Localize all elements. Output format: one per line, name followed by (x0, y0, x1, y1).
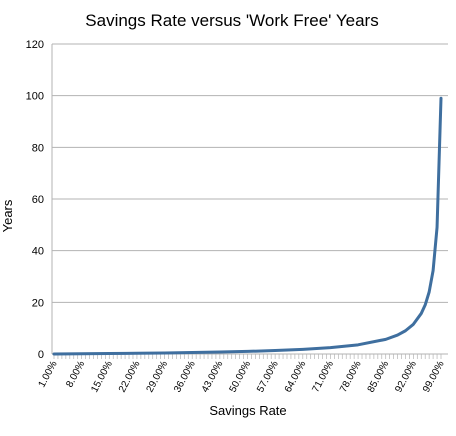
x-tick-label: 15.00% (89, 359, 115, 394)
x-tick-label: 78.00% (338, 359, 364, 394)
y-tick-label: 100 (26, 91, 44, 103)
x-axis: 1.00% 8.00% 15.00% 22.00% 29.00% 36.00% 43.00%… (37, 354, 447, 394)
x-tick-label: 57.00% (255, 359, 281, 394)
x-tick-label: 1.00% (37, 359, 60, 389)
y-axis: 0 20 40 60 80 100 120 (26, 39, 53, 361)
x-tick-label: 64.00% (283, 359, 309, 394)
x-tick-label: 92.00% (393, 359, 419, 394)
series-group (52, 96, 443, 356)
x-tick-label: 29.00% (145, 359, 171, 394)
series-line (52, 96, 443, 356)
y-tick-label: 60 (32, 194, 44, 206)
y-tick-label: 20 (32, 297, 44, 309)
y-axis-label: Years (0, 199, 15, 232)
y-tick-label: 80 (32, 142, 44, 154)
gridlines (52, 43, 448, 355)
x-tick-label: 50.00% (228, 359, 254, 394)
x-tick-label: 36.00% (172, 359, 198, 394)
chart-title: Savings Rate versus 'Work Free' Years (85, 11, 378, 30)
y-tick-label: 40 (32, 246, 44, 258)
x-tick-label: 99.00% (421, 359, 447, 394)
x-tick-label: 71.00% (310, 359, 336, 394)
y-tick-label: 120 (26, 39, 44, 51)
x-tick-label: 85.00% (366, 359, 392, 394)
y-tick-label: 0 (38, 349, 44, 361)
x-axis-label: Savings Rate (209, 403, 286, 418)
x-tick-label: 43.00% (200, 359, 226, 394)
x-tick-label: 22.00% (117, 359, 143, 394)
x-tick-label: 8.00% (64, 359, 87, 389)
